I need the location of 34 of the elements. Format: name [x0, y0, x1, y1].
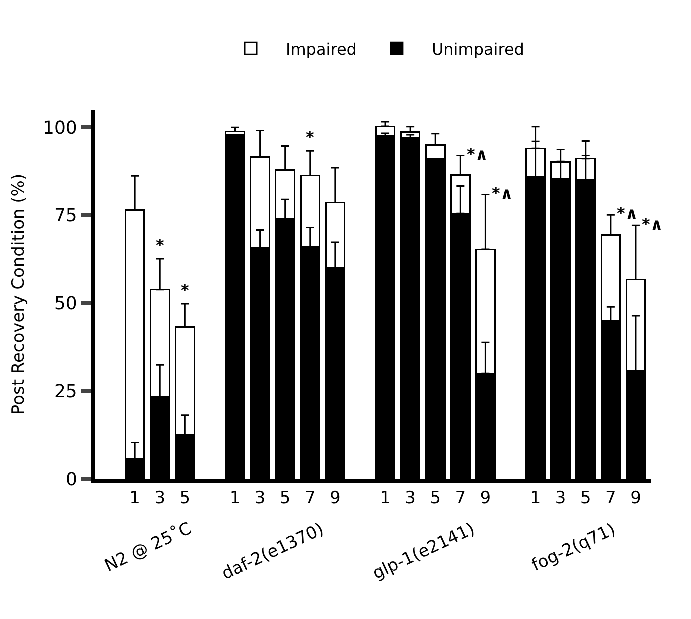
y-tick-label: 0 [66, 469, 78, 490]
legend-label: Unimpaired [432, 40, 524, 59]
x-tick-label: 9 [330, 488, 341, 508]
x-tick-label: 9 [630, 488, 642, 508]
text: N2 @ 25˚C [102, 519, 195, 577]
x-tick-label: 3 [154, 488, 166, 508]
x-tick-label: 9 [480, 488, 492, 508]
x-tick-label: 5 [580, 488, 592, 508]
x-tick-label: 5 [180, 488, 191, 508]
x-tick-label: 7 [606, 488, 616, 508]
y-tick-label: 100 [43, 118, 78, 139]
y-tick-label: 25 [54, 381, 78, 402]
data-label: *∧ [642, 215, 664, 234]
legend-label: Impaired [286, 40, 357, 59]
x-tick-label: 1 [380, 488, 391, 508]
data-label: *∧ [467, 145, 488, 164]
x-tick-label: 3 [405, 488, 416, 508]
y-axis-title: Post Recovery Condition (%) [9, 174, 30, 416]
x-tick-label: 1 [530, 488, 542, 508]
y-tick-label: 75 [54, 206, 78, 227]
data-label: * [181, 281, 190, 300]
x-tick-label: 1 [130, 488, 140, 508]
y-tick-label: 50 [54, 294, 78, 315]
x-tick-label: 3 [254, 488, 266, 508]
data-label: * [156, 236, 165, 255]
x-tick-label: 7 [304, 488, 316, 508]
x-tick-label: 1 [230, 488, 241, 508]
x-tick-label: 3 [555, 488, 566, 508]
data-label: *∧ [492, 184, 514, 203]
x-tick-label: 7 [455, 488, 466, 508]
x-tick-label: 5 [430, 488, 442, 508]
data-label: *∧ [617, 204, 638, 223]
data-label: * [306, 128, 315, 147]
x-tick-label: 5 [280, 488, 291, 508]
